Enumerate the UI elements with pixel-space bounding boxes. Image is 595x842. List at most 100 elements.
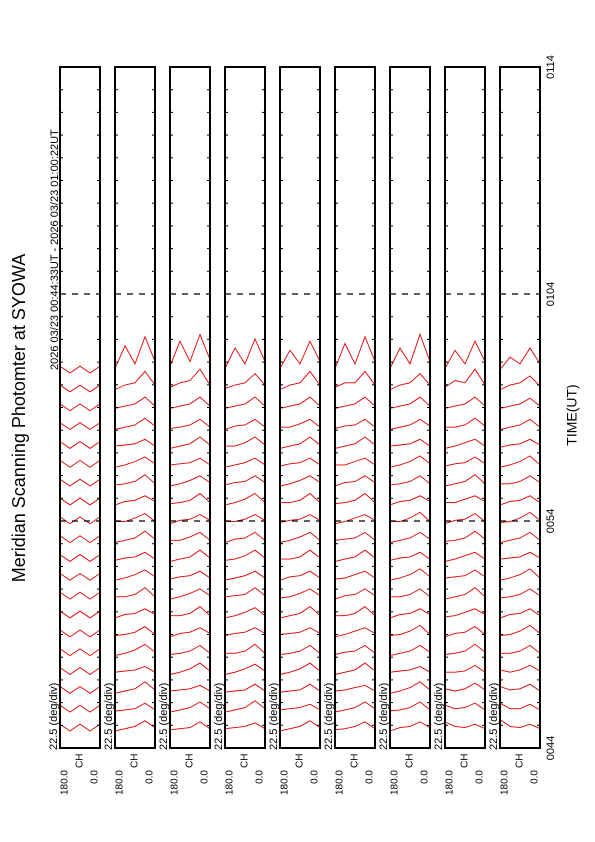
trace [59, 497, 101, 506]
trace [389, 438, 431, 447]
trace [169, 684, 211, 692]
trace [334, 627, 376, 638]
trace [59, 667, 101, 676]
trace [445, 417, 486, 428]
trace [389, 568, 431, 581]
trace [224, 475, 266, 486]
trace [499, 375, 541, 391]
trace [59, 441, 101, 449]
panel-frame [444, 66, 486, 749]
scale-label: 22.5 (deg/div) [213, 683, 225, 750]
y-tick-label: 180.0 [60, 770, 71, 795]
trace [169, 475, 211, 487]
trace [224, 457, 266, 468]
trace [170, 606, 211, 617]
trace [499, 568, 541, 581]
trace [334, 531, 376, 541]
trace [279, 396, 321, 409]
trace [444, 608, 486, 618]
trace [169, 368, 211, 388]
trace [389, 373, 431, 391]
trace [499, 624, 541, 637]
trace [335, 606, 376, 617]
trace [444, 587, 486, 600]
trace [334, 684, 376, 692]
trace [444, 438, 486, 449]
trace [280, 549, 321, 560]
trace [224, 627, 266, 637]
trace [224, 607, 266, 619]
scale-label: 22.5 (deg/div) [48, 683, 60, 750]
trace [170, 531, 211, 541]
trace [444, 396, 486, 409]
y-tick-label: 180.0 [445, 770, 456, 795]
trace [499, 683, 541, 692]
panel-frame [334, 66, 376, 749]
trace [59, 365, 101, 374]
trace [389, 551, 431, 561]
trace [114, 702, 156, 712]
y-tick-label: 0.0 [200, 770, 211, 784]
scale-label: 22.5 (deg/div) [268, 683, 280, 750]
y-tick-label: 0.0 [255, 770, 266, 784]
trace [114, 626, 156, 637]
trace [169, 492, 211, 505]
panel-label: CH [515, 754, 526, 768]
trace [114, 495, 156, 506]
trace [169, 570, 211, 580]
trace [114, 396, 156, 409]
trace [59, 704, 101, 713]
trace [444, 456, 486, 467]
trace [334, 418, 376, 429]
panel-frame [224, 66, 266, 749]
trace [280, 418, 321, 428]
trace [224, 492, 266, 506]
trace [224, 700, 266, 713]
trace [444, 721, 486, 730]
x-tick-label: 0054 [545, 509, 557, 533]
trace [279, 570, 321, 581]
panel-label: CH [405, 754, 416, 768]
trace [169, 644, 211, 655]
trace [59, 535, 101, 544]
trace [335, 457, 376, 466]
trace [224, 531, 266, 544]
trace [115, 512, 156, 522]
scale-label: 22.5 (deg/div) [488, 683, 500, 750]
trace [59, 516, 101, 525]
y-tick-label: 0.0 [365, 770, 376, 784]
subtitle: 2026 03/23 00:44:33UT - 2026 03/23 01:00… [49, 129, 61, 370]
trace [334, 475, 376, 487]
trace [59, 629, 101, 638]
scale-label: 22.5 (deg/div) [103, 683, 115, 750]
trace [334, 549, 376, 562]
y-tick-label: 0.0 [145, 770, 156, 784]
trace [169, 588, 211, 600]
trace [59, 554, 101, 562]
trace [279, 703, 321, 711]
trace [499, 702, 541, 711]
trace [279, 531, 321, 544]
panel-label: CH [295, 754, 306, 768]
trace [390, 588, 431, 598]
trace [444, 368, 486, 388]
trace [279, 514, 321, 524]
trace [114, 551, 156, 561]
trace [279, 436, 321, 449]
x-axis-label: TIME(UT) [564, 384, 580, 445]
trace [114, 456, 156, 468]
trace [114, 417, 156, 430]
trace [389, 644, 431, 657]
trace [500, 644, 541, 654]
trace [169, 721, 211, 731]
y-tick-label: 0.0 [90, 770, 101, 784]
trace [499, 397, 541, 409]
trace [114, 569, 156, 581]
y-tick-label: 180.0 [170, 770, 181, 795]
trace [59, 459, 101, 468]
trace [279, 606, 321, 619]
trace [59, 591, 101, 600]
trace [224, 337, 266, 369]
trace [169, 662, 211, 675]
